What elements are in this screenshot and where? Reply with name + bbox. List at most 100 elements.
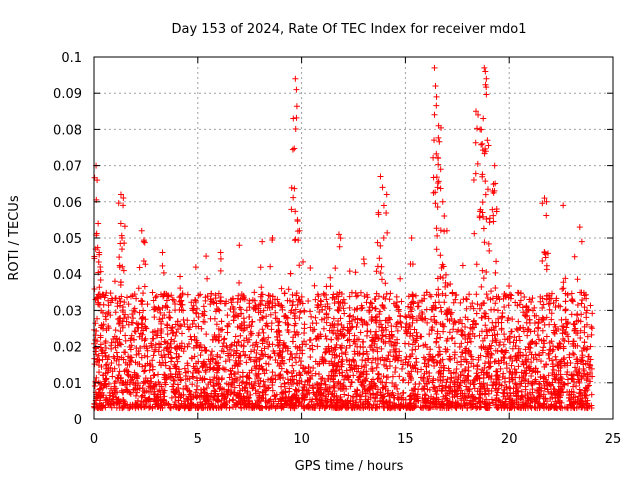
- data-point: [534, 332, 541, 339]
- data-point: [168, 373, 175, 380]
- data-point: [506, 395, 513, 402]
- data-point: [444, 307, 451, 314]
- data-point: [246, 375, 253, 382]
- data-point: [184, 291, 191, 298]
- data-point: [444, 282, 451, 289]
- data-point: [326, 384, 333, 391]
- data-point: [556, 340, 563, 347]
- data-point: [270, 347, 277, 354]
- data-point: [570, 383, 577, 390]
- data-point: [568, 391, 575, 398]
- data-point: [407, 301, 414, 308]
- data-point: [543, 292, 550, 299]
- data-point: [457, 353, 464, 360]
- data-point: [469, 330, 476, 337]
- data-point: [340, 382, 347, 389]
- data-point: [216, 386, 223, 392]
- data-point: [515, 345, 522, 352]
- data-point: [179, 291, 186, 298]
- data-point: [153, 293, 160, 300]
- data-point: [263, 367, 270, 374]
- data-point: [574, 330, 581, 337]
- data-point: [94, 405, 101, 412]
- data-point: [436, 348, 443, 355]
- data-point: [95, 362, 102, 369]
- data-point: [467, 351, 474, 358]
- data-point: [548, 389, 555, 396]
- data-point: [437, 334, 444, 341]
- data-point: [108, 360, 115, 367]
- data-point: [292, 236, 299, 243]
- data-point: [500, 390, 507, 397]
- data-point: [482, 68, 489, 75]
- data-point: [452, 388, 459, 395]
- data-point: [182, 402, 189, 409]
- data-point: [549, 394, 556, 401]
- data-point: [576, 224, 583, 231]
- data-point: [204, 395, 211, 402]
- data-point: [141, 239, 148, 246]
- data-point: [230, 403, 237, 410]
- data-point: [142, 401, 149, 408]
- data-point: [494, 389, 501, 396]
- data-point: [580, 366, 587, 373]
- data-point: [97, 263, 104, 270]
- data-point: [381, 357, 388, 364]
- data-point: [235, 394, 242, 401]
- data-point: [104, 356, 111, 363]
- data-point: [412, 365, 419, 372]
- data-point: [268, 375, 275, 382]
- data-point: [339, 326, 346, 333]
- data-point: [136, 309, 143, 316]
- data-point: [558, 386, 565, 393]
- data-point: [290, 194, 297, 201]
- data-point: [335, 307, 342, 314]
- data-point: [478, 314, 485, 321]
- data-point: [131, 369, 138, 376]
- data-point: [114, 303, 121, 310]
- data-point: [175, 385, 182, 392]
- data-point: [265, 353, 272, 360]
- data-point: [134, 397, 141, 404]
- data-point: [363, 320, 370, 327]
- data-point: [491, 162, 498, 169]
- data-point: [309, 342, 316, 349]
- data-point: [369, 304, 376, 311]
- data-point: [481, 313, 488, 320]
- data-point: [287, 270, 294, 277]
- data-point: [539, 295, 546, 302]
- data-point: [433, 335, 440, 342]
- data-point: [180, 348, 187, 355]
- data-point: [95, 259, 102, 266]
- data-point: [265, 300, 272, 307]
- data-point: [435, 351, 442, 358]
- data-point: [103, 375, 110, 382]
- data-point: [98, 401, 105, 408]
- data-point: [405, 293, 412, 300]
- data-point: [553, 327, 560, 334]
- data-point: [269, 387, 276, 394]
- data-point: [317, 297, 324, 304]
- data-point: [481, 64, 488, 71]
- data-point: [396, 405, 403, 411]
- data-point: [173, 329, 180, 336]
- data-point: [559, 330, 566, 337]
- data-point: [397, 402, 404, 409]
- data-point: [225, 387, 232, 394]
- data-point: [246, 397, 253, 404]
- data-point: [587, 343, 594, 350]
- data-point: [390, 342, 397, 349]
- data-point: [483, 291, 490, 298]
- data-point: [243, 393, 250, 400]
- data-point: [513, 369, 520, 376]
- data-point: [434, 330, 441, 337]
- data-point: [130, 379, 137, 386]
- data-point: [405, 340, 412, 347]
- data-point: [160, 398, 167, 405]
- data-point: [133, 320, 140, 327]
- data-point: [202, 297, 209, 304]
- data-point: [459, 320, 466, 327]
- data-point: [228, 351, 235, 358]
- data-point: [488, 396, 495, 403]
- data-point: [149, 289, 156, 296]
